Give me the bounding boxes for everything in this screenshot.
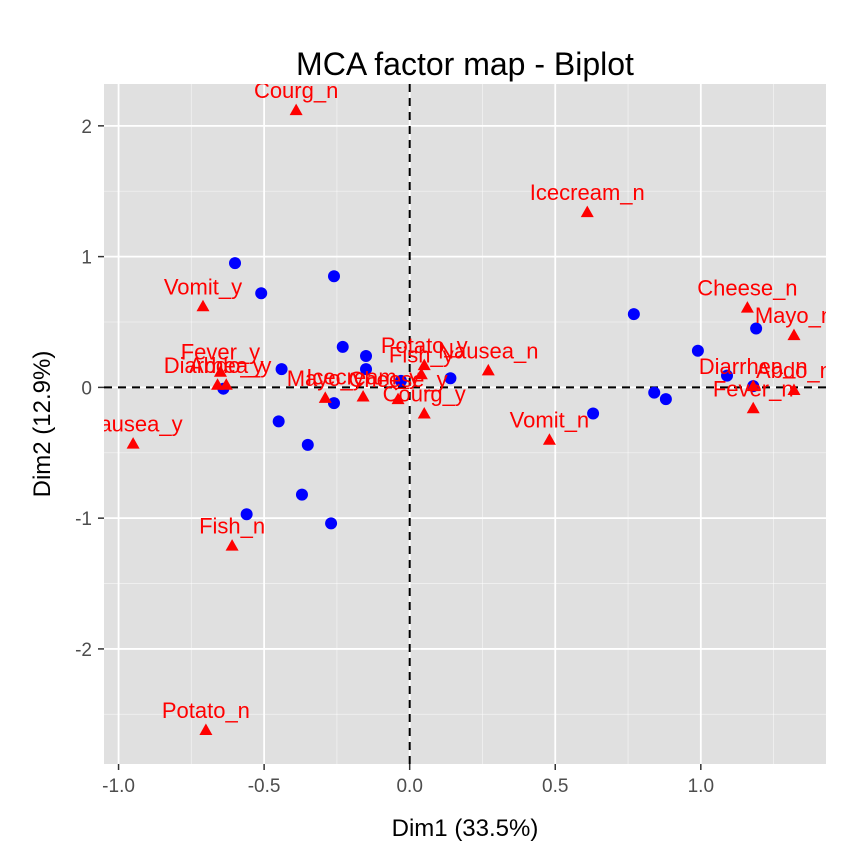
variable-marker	[318, 391, 332, 403]
reference-lines	[104, 84, 826, 764]
individual-point	[394, 374, 407, 387]
variable-markers	[126, 103, 801, 735]
variable-label: Nausea_y	[84, 412, 183, 437]
x-tick-label: 0.0	[396, 776, 422, 797]
x-tick-label: -1.0	[102, 776, 135, 797]
individual-point	[327, 397, 340, 410]
x-axis-title: Dim1 (33.5%)	[392, 815, 539, 842]
variable-label: Icecream_y	[306, 365, 420, 390]
individual-points	[217, 257, 763, 530]
x-axis-ticks: -1.0 -0.5 0.0 0.5 1.0	[102, 764, 714, 797]
x-tick-label: -0.5	[248, 776, 281, 797]
individual-point	[750, 322, 763, 335]
x-tick-label: 1.0	[688, 776, 714, 797]
variable-label: Cheese_n	[697, 276, 797, 301]
variable-label: Diarrhea_n	[699, 354, 808, 379]
y-tick-label: 0	[81, 378, 92, 399]
variable-marker	[356, 390, 370, 402]
y-axis-title: Dim2 (12.9%)	[29, 351, 56, 498]
variable-label: Vomit_y	[164, 274, 242, 299]
variable-marker	[746, 379, 760, 392]
variable-label: Cheese_y	[349, 367, 448, 392]
individual-point	[360, 350, 373, 362]
variable-marker	[126, 437, 140, 449]
variable-label: Fish_y	[389, 342, 454, 367]
variable-label: Potato_y	[381, 333, 468, 358]
variable-label: Courg_y	[383, 382, 466, 407]
y-tick-label: 1	[81, 248, 92, 269]
variable-marker	[542, 433, 556, 445]
y-tick-label: 2	[81, 117, 92, 138]
variable-marker	[225, 539, 239, 551]
variable-marker	[417, 407, 431, 419]
individual-point	[295, 488, 308, 501]
variable-label: Abdo_y	[189, 353, 264, 378]
variable-marker	[417, 358, 431, 371]
individual-point	[327, 270, 340, 283]
variable-label: Abdo_n	[756, 358, 832, 383]
variable-marker	[746, 401, 760, 414]
variable-marker	[740, 301, 754, 313]
variable-marker	[213, 365, 227, 377]
variable-label: Potato_n	[162, 698, 250, 723]
variable-marker	[211, 378, 225, 390]
variable-label: Fever_y	[181, 340, 260, 365]
individual-point	[325, 517, 338, 530]
variable-marker	[391, 392, 405, 405]
individual-point	[301, 438, 314, 451]
individual-point	[721, 369, 734, 382]
variable-marker	[481, 363, 495, 376]
individual-point	[272, 415, 285, 428]
individual-point	[691, 344, 704, 357]
variable-label: Fish_n	[199, 514, 265, 539]
plot-panel	[104, 84, 826, 764]
variable-marker	[289, 103, 303, 116]
individual-point	[336, 340, 349, 353]
variable-label: Vomit_n	[510, 408, 590, 433]
individual-point	[627, 308, 640, 321]
individual-point	[659, 393, 672, 406]
variable-label: Diarrhea_y	[164, 353, 272, 378]
variable-label: Icecream_n	[530, 180, 645, 205]
variable-marker	[787, 383, 801, 395]
y-tick-label: -1	[75, 509, 92, 530]
individual-point	[648, 386, 661, 399]
individual-point	[444, 372, 457, 385]
variable-label: Mayo_n	[755, 303, 833, 328]
individual-point	[275, 363, 288, 376]
x-tick-label: 0.5	[542, 776, 568, 797]
individual-point	[360, 363, 373, 376]
individual-point	[587, 407, 600, 420]
variable-marker	[199, 723, 213, 735]
variable-marker	[787, 328, 801, 341]
variable-label: Mayo_y	[287, 366, 364, 391]
y-tick-label: -2	[75, 640, 92, 661]
variable-label: Fever_n	[713, 376, 794, 401]
variable-marker	[414, 367, 428, 380]
individual-point	[255, 287, 268, 300]
variable-marker	[219, 378, 233, 390]
variable-marker	[580, 205, 594, 218]
y-axis-ticks: -2 -1 0 1 2	[75, 117, 104, 661]
variable-label: Courg_n	[254, 78, 338, 103]
individual-point	[240, 508, 253, 521]
variable-marker	[196, 299, 210, 312]
individual-point	[229, 257, 242, 270]
variable-label: Nausea_n	[438, 338, 538, 363]
chart-title: MCA factor map - Biplot	[296, 46, 634, 82]
